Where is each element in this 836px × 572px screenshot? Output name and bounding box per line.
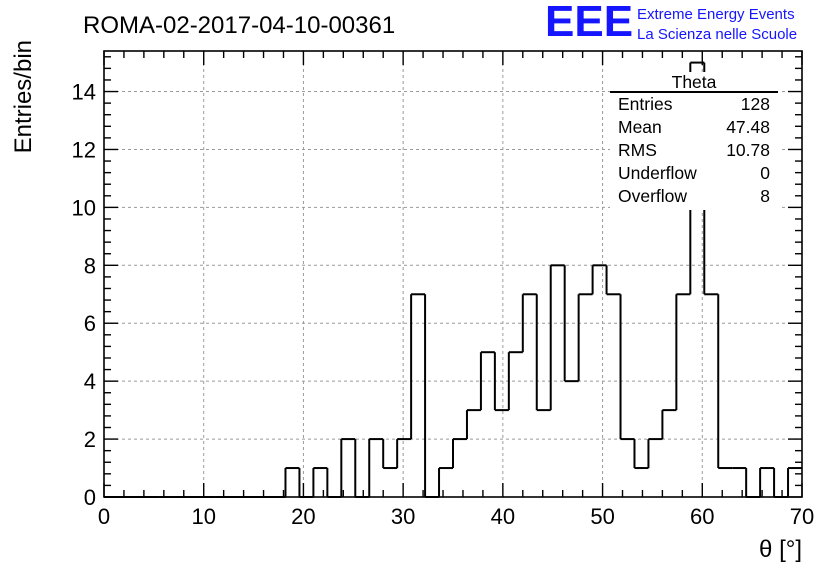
- stats-value: 47.48: [726, 117, 770, 137]
- x-tick-labels: 0 10 20 30 40 50 60 70: [98, 504, 814, 529]
- x-tick-label: 70: [790, 504, 814, 529]
- x-axis-label: θ [°]: [759, 536, 802, 563]
- y-tick-label: 12: [72, 137, 96, 162]
- eee-logo: EEE: [545, 0, 634, 46]
- x-tick-label: 30: [391, 504, 415, 529]
- y-tick-label: 14: [72, 80, 96, 105]
- stats-row-underflow: Underflow 0: [618, 163, 770, 185]
- axis-ticks: [103, 51, 803, 498]
- stats-key: Mean: [618, 117, 662, 137]
- y-tick-label: 4: [84, 369, 96, 394]
- stats-value: 8: [760, 186, 770, 206]
- brand-line-2: La Scienza nelle Scuole: [637, 26, 798, 43]
- x-tick-label: 50: [590, 504, 614, 529]
- chart-title: ROMA-02-2017-04-10-00361: [83, 12, 395, 39]
- stats-row-mean: Mean 47.48: [618, 117, 770, 139]
- stats-key: Underflow: [618, 163, 697, 183]
- stats-row-entries: Entries 128: [618, 94, 770, 116]
- y-axis-label: Entries/bin: [10, 40, 37, 153]
- stats-key: RMS: [618, 140, 657, 160]
- stats-box: Theta Entries 128 Mean 47.48 RMS 10.78 U…: [610, 72, 780, 210]
- stats-row-rms: RMS 10.78: [618, 140, 770, 162]
- x-tick-label: 60: [690, 504, 714, 529]
- y-tick-label: 8: [84, 253, 96, 278]
- eee-brand: EEE Extreme Energy Events La Scienza nel…: [545, 0, 835, 46]
- stats-value: 10.78: [726, 140, 770, 160]
- y-tick-label: 2: [84, 427, 96, 452]
- x-tick-label: 20: [291, 504, 315, 529]
- stats-divider: [610, 91, 778, 93]
- y-tick-label: 6: [84, 311, 96, 336]
- stats-key: Overflow: [618, 186, 688, 206]
- stats-value: 128: [740, 94, 770, 114]
- x-tick-label: 10: [191, 504, 215, 529]
- stats-title: Theta: [671, 72, 717, 92]
- y-tick-label: 0: [84, 485, 96, 510]
- y-tick-label: 10: [72, 195, 96, 220]
- stats-value: 0: [760, 163, 770, 183]
- x-tick-label: 0: [98, 504, 110, 529]
- plot-frame: [103, 50, 803, 498]
- stats-row-overflow: Overflow 8: [618, 186, 770, 208]
- brand-line-1: Extreme Energy Events: [637, 6, 795, 23]
- y-tick-labels: 0 2 4 6 8 10 12 14: [72, 80, 96, 510]
- x-tick-label: 40: [491, 504, 515, 529]
- stats-key: Entries: [618, 94, 673, 114]
